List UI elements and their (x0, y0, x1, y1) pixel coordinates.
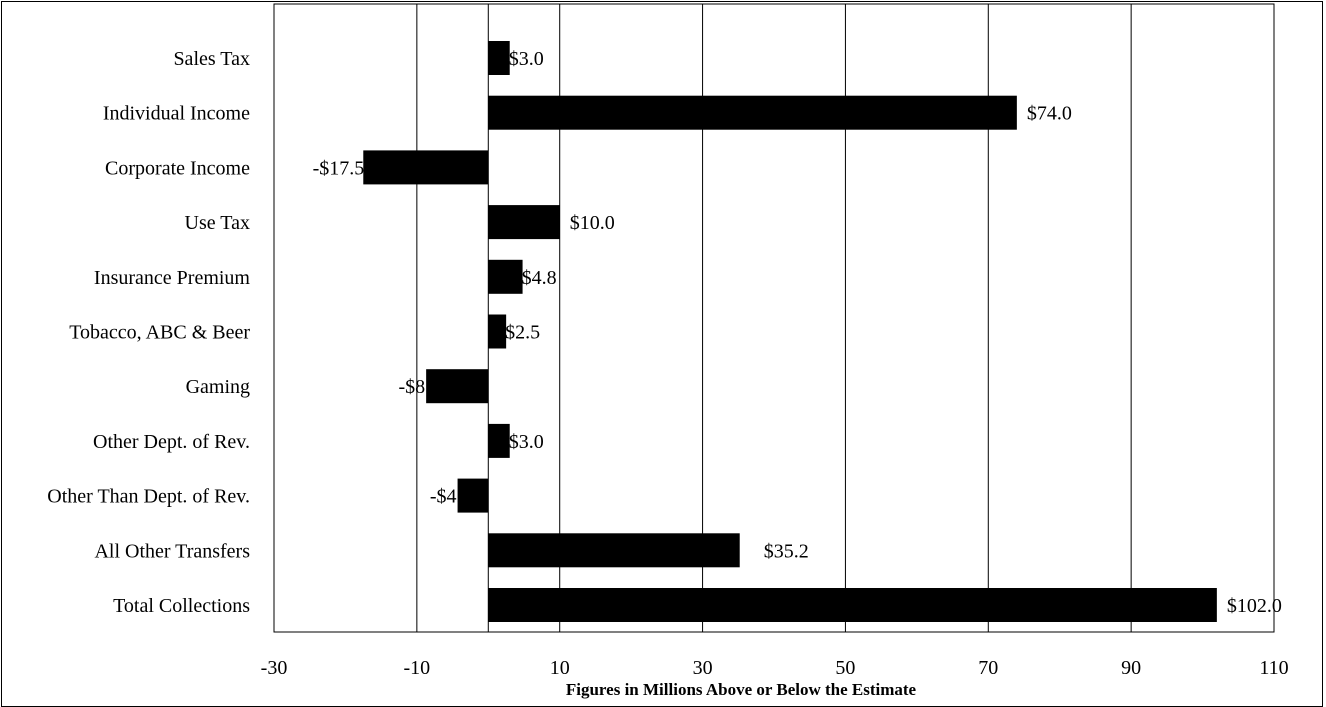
bar (488, 95, 1017, 130)
data-label: $4.8 (522, 267, 557, 289)
data-label: -$17.5 (313, 157, 365, 179)
category-label: Total Collections (113, 595, 250, 617)
bar (488, 533, 740, 568)
x-tick-label: 110 (1259, 657, 1288, 679)
data-label: $102.0 (1227, 595, 1282, 617)
data-labels: $3.0 $74.0 -$17.5 $10.0 $4.8 $2.5 -$8.7 $3.0 -$4… (313, 48, 1282, 617)
category-label: Other Than Dept. of Rev. (47, 486, 250, 508)
category-labels: Sales Tax Individual Income Corporate Inco… (47, 48, 250, 617)
plot-area-border (273, 3, 1275, 633)
category-label: Other Dept. of Rev. (93, 431, 250, 453)
bar (457, 478, 489, 513)
data-label: $74.0 (1027, 103, 1072, 125)
bars (363, 41, 1217, 622)
category-label: Tobacco, ABC & Beer (69, 322, 250, 344)
category-label: Corporate Income (105, 157, 250, 179)
category-label: Gaming (186, 376, 250, 398)
category-label: All Other Transfers (94, 540, 250, 562)
bar (488, 314, 507, 349)
x-tick-label: 30 (693, 657, 713, 679)
data-label: $3.0 (509, 431, 544, 453)
bar (488, 588, 1217, 622)
data-label: $2.5 (505, 322, 540, 344)
data-label: -$4.3 (430, 486, 472, 508)
bar (488, 205, 560, 240)
bar (488, 423, 510, 458)
x-tick-label: 10 (550, 657, 570, 679)
data-label: $10.0 (570, 212, 615, 234)
bar (488, 259, 523, 294)
category-label: Sales Tax (173, 48, 250, 70)
bar (426, 369, 489, 404)
x-axis-title: Figures in Millions Above or Below the E… (566, 680, 917, 699)
x-tick-label: 50 (835, 657, 855, 679)
x-tick-labels: -30 -10 10 30 50 70 90 110 (261, 657, 1289, 679)
bar (488, 41, 510, 75)
x-tick-label: -30 (261, 657, 288, 679)
category-label: Insurance Premium (94, 267, 251, 289)
bar (363, 150, 489, 185)
data-label: -$8.7 (398, 376, 440, 398)
x-tick-label: -10 (404, 657, 431, 679)
data-label: $3.0 (509, 48, 544, 70)
x-tick-label: 90 (1121, 657, 1141, 679)
x-tick-label: 70 (978, 657, 998, 679)
category-label: Use Tax (185, 212, 250, 234)
data-label: $35.2 (764, 540, 809, 562)
category-label: Individual Income (103, 103, 250, 125)
